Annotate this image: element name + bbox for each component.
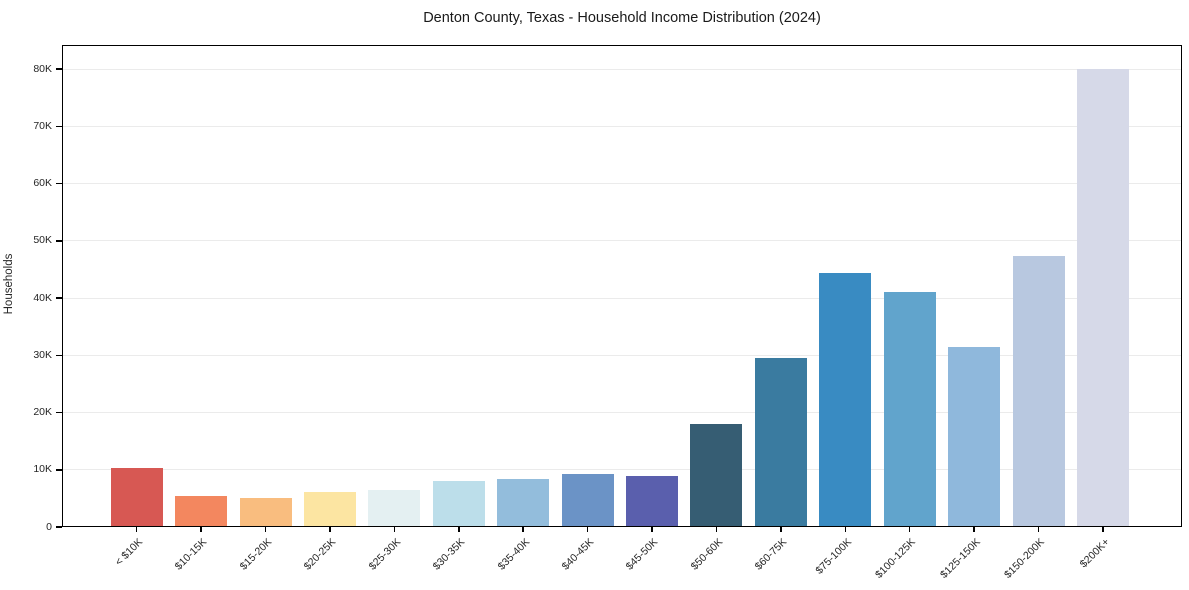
bar-40-45k xyxy=(561,473,614,527)
x-tick-label: $35-40K xyxy=(495,536,532,573)
gridline xyxy=(62,354,1182,356)
y-tick-mark xyxy=(56,182,62,185)
x-tick-mark xyxy=(715,527,718,532)
y-tick-mark xyxy=(56,526,62,528)
y-tick-mark xyxy=(56,68,62,70)
x-tick-label: $10-15K xyxy=(173,536,210,573)
bar-60-75k xyxy=(754,357,807,527)
y-tick-label: 0 xyxy=(46,520,52,533)
bar-100-125k xyxy=(883,292,936,527)
x-tick-label: $125-150K xyxy=(937,536,983,581)
y-tick-mark xyxy=(56,125,62,128)
x-tick-mark xyxy=(135,527,138,532)
x-tick-label: $40-45K xyxy=(559,536,597,573)
bar-20-25k xyxy=(303,491,356,527)
y-tick-mark xyxy=(56,240,62,242)
y-axis-label: Households xyxy=(3,253,15,315)
x-tick-mark xyxy=(780,527,782,532)
x-tick-mark xyxy=(1102,527,1104,532)
x-tick-mark xyxy=(458,527,460,532)
gridline xyxy=(62,183,1182,185)
x-tick-label: < $10K xyxy=(112,536,146,569)
bar-25-30k xyxy=(368,489,421,527)
bar-10-15k xyxy=(175,495,228,527)
y-tick-label: 40K xyxy=(33,291,52,304)
y-tick-mark xyxy=(56,297,62,299)
bar-125-150k xyxy=(948,346,1001,527)
y-tick-label: 30K xyxy=(33,348,52,361)
chart-title: Denton County, Texas - Household Income … xyxy=(423,10,821,26)
x-tick-label: $75-100K xyxy=(813,536,854,577)
x-tick-mark xyxy=(586,527,589,532)
bar-15-20k xyxy=(239,498,292,527)
gridline xyxy=(62,240,1182,242)
x-tick-label: $25-30K xyxy=(366,536,403,573)
x-tick-label: $15-20K xyxy=(237,536,275,573)
x-tick-mark xyxy=(651,527,653,532)
x-tick-mark xyxy=(329,527,331,532)
x-tick-mark xyxy=(1037,527,1040,532)
y-tick-label: 20K xyxy=(33,406,52,418)
x-tick-label: $60-75K xyxy=(752,536,790,573)
x-tick-mark xyxy=(908,527,911,532)
y-tick-mark xyxy=(56,354,62,357)
x-tick-mark xyxy=(393,527,396,532)
x-tick-label: $50-60K xyxy=(688,536,725,573)
x-tick-mark xyxy=(522,527,524,532)
bar-10k xyxy=(110,467,163,527)
y-tick-mark xyxy=(56,411,62,414)
x-tick-label: $200K+ xyxy=(1077,536,1112,571)
gridline xyxy=(62,125,1182,127)
y-tick-label: 70K xyxy=(33,119,52,132)
y-tick-label: 10K xyxy=(33,463,52,476)
x-tick-label: $150-200K xyxy=(1002,536,1048,581)
bar-45-50k xyxy=(626,476,679,527)
bar-50-60k xyxy=(690,423,743,527)
x-tick-mark xyxy=(264,527,267,532)
x-tick-label: $45-50K xyxy=(623,536,661,573)
x-tick-label: $20-25K xyxy=(301,536,339,573)
y-tick-mark xyxy=(56,469,62,471)
x-tick-label: $100-125K xyxy=(873,536,919,581)
x-tick-label: $30-35K xyxy=(430,536,468,573)
y-tick-label: 60K xyxy=(33,177,52,190)
x-tick-mark xyxy=(200,527,202,532)
gridline xyxy=(62,412,1182,413)
gridline xyxy=(62,297,1182,299)
gridline xyxy=(62,68,1182,70)
plot-area: 0 10K 20K 30K 40K 50K 60K 70K 80K < $10K $10-15K $1… xyxy=(33,45,1182,581)
y-tick-label: 50K xyxy=(33,234,52,247)
bar-200k xyxy=(1077,69,1129,527)
bar-150-200k xyxy=(1012,255,1065,527)
bar-35-40k xyxy=(497,478,550,527)
bar-30-35k xyxy=(432,480,485,527)
y-tick-label: 80K xyxy=(33,62,52,75)
x-tick-mark xyxy=(973,527,975,532)
bar-75-100k xyxy=(819,272,872,527)
gridline xyxy=(62,469,1182,471)
x-tick-mark xyxy=(844,527,847,532)
